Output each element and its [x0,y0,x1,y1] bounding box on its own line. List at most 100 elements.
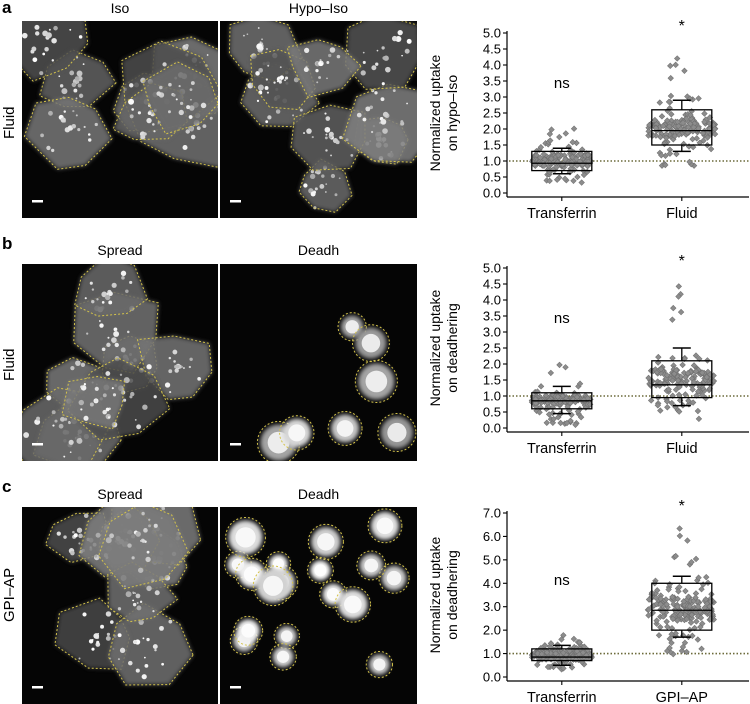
punctum [146,637,150,642]
data-point [556,133,563,141]
data-point [553,164,560,171]
punctum [152,123,155,126]
data-point [647,397,655,404]
punctum [168,369,173,374]
data-point [682,587,689,595]
cell-core [376,517,394,535]
data-point [695,125,702,132]
punctum [73,533,78,538]
data-point [674,595,681,603]
punctum [52,424,55,427]
punctum [87,133,91,136]
punctum [70,550,75,556]
data-point [550,415,557,423]
y-tick-label: 0.5 [483,170,501,185]
micrograph-deadh-gpi [220,507,417,704]
data-point [574,408,582,415]
micrograph-drawing [228,21,417,213]
punctum [83,415,89,421]
data-point [536,409,543,416]
data-point [692,368,700,375]
punctum [56,531,61,536]
data-point [543,419,550,426]
cell-core [263,575,284,596]
cell-body [24,97,112,170]
punctum [346,50,349,52]
punctum [117,633,122,638]
data-point [652,594,660,601]
punctum [76,437,83,444]
punctum [188,365,192,369]
punctum [89,281,93,285]
cell-outline [377,413,417,453]
punctum [189,127,194,132]
swarm-0 [528,632,595,673]
data-point [675,588,682,595]
punctum [385,66,391,73]
data-point [573,162,581,169]
y-tick-label: 6.0 [483,529,501,544]
punctum [91,299,95,304]
punctum [258,67,264,73]
punctum [102,393,107,398]
data-point [668,639,675,647]
punctum [59,84,64,88]
punctum [376,49,379,52]
punctum [381,82,385,86]
data-point [695,415,703,423]
punctum [189,88,193,92]
data-point [692,555,700,563]
data-point [666,146,674,153]
data-point [653,617,660,624]
cell-body [287,39,361,98]
punctum [96,640,100,644]
data-point [576,639,583,646]
punctum [159,85,163,90]
micrograph-drawing [32,507,202,689]
punctum [128,98,135,105]
data-point [658,152,665,159]
data-point [669,615,677,623]
data-point [666,644,673,652]
y-tick-label: 3.0 [483,325,501,340]
punctum [397,29,403,36]
punctum [77,128,81,132]
data-point [584,395,591,402]
punctum [100,624,105,629]
data-point [562,364,569,371]
punctum [108,291,113,297]
punctum [316,81,319,84]
data-point [703,373,710,381]
punctum [318,76,322,79]
punctum [111,282,117,288]
cell-core [361,333,381,353]
punctum [72,110,75,113]
y-tick-label: 2.0 [483,357,501,372]
punctum [63,455,66,458]
punctum [132,599,135,602]
punctum [330,173,336,179]
y-tick-label: 1.0 [483,154,501,169]
data-point [663,618,670,625]
cell-core [288,424,306,442]
micrograph-drawing [22,21,218,203]
image-title-spread-b: Spread [97,242,143,258]
punctum [68,421,71,425]
data-point [674,55,681,62]
punctum [247,82,254,89]
data-point [665,98,673,106]
punctum [168,356,172,360]
punctum [139,600,143,604]
data-point [683,115,690,122]
y-tick-label: 1.0 [483,389,501,404]
punctum [200,102,207,109]
data-point [654,402,662,409]
punctum [51,410,56,415]
y-tick-label: 2.0 [483,623,501,638]
image-title-deadh-b: Deadh [297,242,340,258]
punctum [319,184,325,189]
cell-outline [351,324,390,363]
punctum [401,54,403,57]
data-point [657,601,664,608]
data-point [659,122,667,130]
